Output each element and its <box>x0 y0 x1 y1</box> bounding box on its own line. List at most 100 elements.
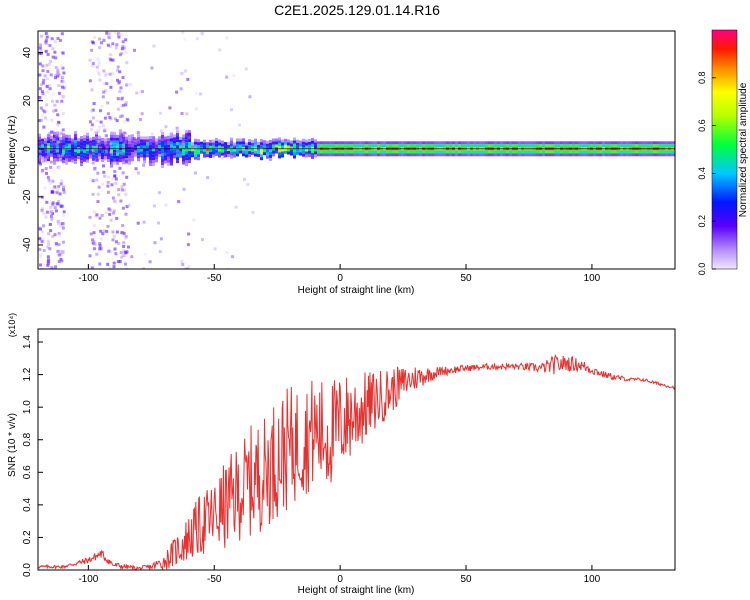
heatmap-cell <box>180 72 184 75</box>
heatmap-cell <box>569 150 572 154</box>
heatmap-cell <box>74 155 77 158</box>
heatmap-cell <box>129 83 132 87</box>
heatmap-cell <box>42 152 45 156</box>
heatmap-cell <box>305 145 308 149</box>
heatmap-cell <box>143 160 146 164</box>
heatmap-cell <box>120 114 124 118</box>
heatmap-cell <box>127 203 131 207</box>
heatmap-cell <box>38 247 42 251</box>
heatmap-cell <box>197 157 200 161</box>
heatmap-cell <box>185 163 188 167</box>
heatmap-cell <box>449 150 452 154</box>
heatmap-cell <box>629 153 632 157</box>
heatmap-cell <box>509 144 512 148</box>
heatmap-cell <box>200 147 203 151</box>
heatmap-cell <box>50 144 53 148</box>
snr-y-scale-label: (x10⁴) <box>7 313 17 337</box>
heatmap-cell <box>344 150 347 154</box>
heatmap-cell <box>51 203 55 207</box>
heatmap-cell <box>38 160 42 164</box>
heatmap-cell <box>113 169 117 173</box>
heatmap-cell <box>167 159 170 163</box>
figure-title: C2E1.2025.129.01.14.R16 <box>274 2 440 18</box>
heatmap-cell <box>176 157 179 161</box>
colorbar-label: Normalized spectral amplitude <box>738 82 749 217</box>
heatmap-cell <box>59 224 62 228</box>
heatmap-cell <box>638 150 641 154</box>
heatmap-cell <box>425 153 428 157</box>
heatmap-cell <box>635 150 638 154</box>
heatmap-cell <box>86 141 89 145</box>
heatmap-cell <box>80 157 83 161</box>
heatmap-cell <box>158 250 162 254</box>
heatmap-cell <box>593 144 596 148</box>
heatmap-cell <box>164 203 168 207</box>
heatmap-cell <box>59 249 62 253</box>
heatmap-cell <box>434 150 437 154</box>
heatmap-cell <box>239 138 242 142</box>
heatmap-cell <box>140 112 144 116</box>
heatmap-cell <box>143 139 146 143</box>
heatmap-cell <box>56 219 60 223</box>
heatmap-cell <box>89 232 93 236</box>
heatmap-cell <box>302 153 305 157</box>
heatmap-cell <box>392 150 395 154</box>
heatmap-cell <box>644 144 647 148</box>
heatmap-cell <box>341 144 344 148</box>
heatmap-cell <box>221 140 224 144</box>
heatmap-cell <box>134 167 138 171</box>
heatmap-cell <box>299 152 302 156</box>
heatmap-cell <box>149 154 152 157</box>
heatmap-cell <box>46 175 50 179</box>
heatmap-cell <box>182 137 185 141</box>
heatmap-cell <box>139 118 142 121</box>
heatmap-cell <box>509 141 512 145</box>
heatmap-cell <box>50 150 53 154</box>
heatmap-cell <box>236 141 239 145</box>
heatmap-cell <box>605 144 608 148</box>
heatmap-cell <box>260 151 263 155</box>
heatmap-cell <box>122 158 125 162</box>
heatmap-cell <box>134 150 137 154</box>
heatmap-cell <box>182 149 185 153</box>
heatmap-cell <box>136 171 140 175</box>
heatmap-cell <box>167 144 170 148</box>
heatmap-cell <box>38 96 42 100</box>
snr-y-tick-label: 1.0 <box>22 400 33 414</box>
heatmap-cell <box>168 133 172 137</box>
heatmap-cell <box>647 153 650 157</box>
heatmap-cell <box>92 102 96 105</box>
heatmap-cell <box>115 119 119 123</box>
heatmap-cell <box>122 149 125 153</box>
heatmap-cell <box>123 250 127 254</box>
heatmap-cell <box>479 141 482 145</box>
heatmap-cell <box>118 166 122 170</box>
heatmap-cell <box>102 146 106 150</box>
heatmap-cell <box>347 141 350 145</box>
heatmap-cell <box>431 144 434 148</box>
heatmap-cell <box>59 131 63 135</box>
heatmap-cell <box>125 82 129 86</box>
heatmap-cell <box>230 108 233 112</box>
heatmap-cell <box>221 152 224 156</box>
heatmap-cell <box>62 190 66 194</box>
heatmap-cell <box>136 131 140 135</box>
heatmap-cell <box>179 148 182 152</box>
heatmap-cell <box>212 148 215 152</box>
heatmap-cell <box>94 136 98 140</box>
heatmap-cell <box>128 134 131 138</box>
heatmap-cell <box>260 142 263 146</box>
heatmap-cell <box>242 150 245 154</box>
heatmap-cell <box>461 144 464 148</box>
heatmap-cell <box>185 157 188 161</box>
heatmap-cell <box>41 138 44 142</box>
heatmap-cell <box>93 130 97 134</box>
heatmap-cell <box>188 157 191 160</box>
heatmap-cell <box>116 146 119 150</box>
heatmap-cell <box>611 141 614 145</box>
heatmap-cell <box>311 149 314 153</box>
heatmap-cell <box>95 149 98 153</box>
heatmap-cell <box>104 73 108 77</box>
heatmap-cell <box>57 253 61 257</box>
heatmap-cell <box>161 159 164 162</box>
